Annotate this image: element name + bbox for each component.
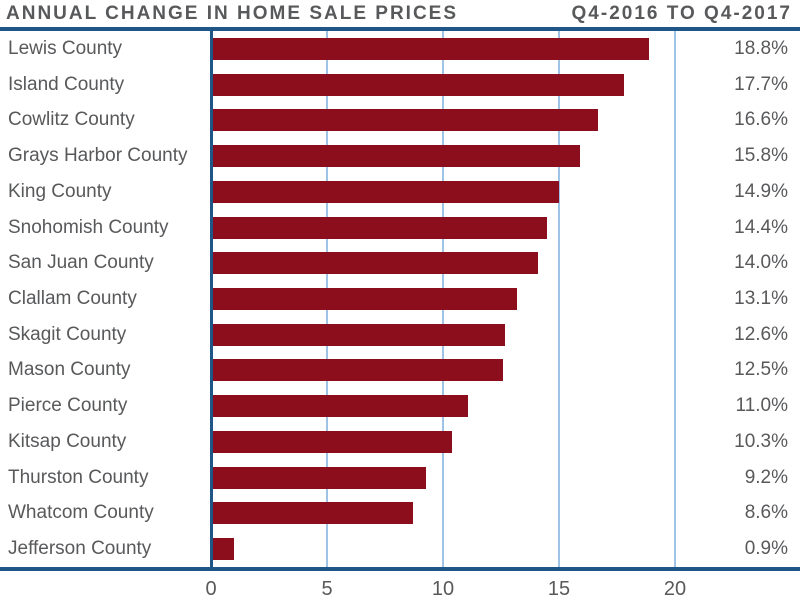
value-label: 14.4% <box>734 216 788 238</box>
bar-row: Pierce County 11.0% <box>0 388 800 424</box>
value-label: 17.7% <box>734 73 788 95</box>
bar-row: Cowlitz County 16.6% <box>0 102 800 138</box>
x-axis-line <box>0 567 800 571</box>
bar-row: Thurston County 9.2% <box>0 460 800 496</box>
x-tick-label: 0 <box>205 578 217 600</box>
gridline-20 <box>674 31 676 567</box>
x-tick-label: 10 <box>431 578 455 600</box>
x-tick-label: 15 <box>547 578 571 600</box>
value-bar <box>213 252 538 275</box>
county-label: Thurston County <box>8 466 149 488</box>
value-label: 12.5% <box>734 359 788 381</box>
county-label: Whatcom County <box>8 502 154 524</box>
value-bar <box>213 395 468 418</box>
x-tick-label: 20 <box>663 578 687 600</box>
gridline-15 <box>558 31 560 567</box>
bar-row: Lewis County 18.8% <box>0 31 800 67</box>
county-label: Snohomish County <box>8 216 169 238</box>
value-label: 9.2% <box>744 466 788 488</box>
bar-row: Jefferson County 0.9% <box>0 531 800 567</box>
x-axis-labels: 0 5 10 15 20 <box>0 571 800 609</box>
bar-row: Island County 17.7% <box>0 67 800 103</box>
value-bar <box>213 502 413 525</box>
value-bar <box>213 538 234 561</box>
chart-plot-area: Lewis County 18.8% Island County 17.7% Cowli… <box>0 31 800 567</box>
value-label: 12.6% <box>734 323 788 345</box>
header-divider-line <box>0 27 800 31</box>
county-label: King County <box>8 180 112 202</box>
bar-row: Snohomish County 14.4% <box>0 210 800 246</box>
bar-row: Clallam County 13.1% <box>0 281 800 317</box>
value-bar <box>213 37 649 60</box>
value-label: 10.3% <box>734 430 788 452</box>
chart-header: ANNUAL CHANGE IN HOME SALE PRICES Q4-201… <box>0 0 800 27</box>
county-label: Mason County <box>8 359 131 381</box>
value-bar <box>213 359 503 382</box>
value-label: 15.8% <box>734 145 788 167</box>
county-label: Kitsap County <box>8 430 127 452</box>
bar-row: Whatcom County 8.6% <box>0 496 800 532</box>
value-label: 14.9% <box>734 180 788 202</box>
value-label: 13.1% <box>734 288 788 309</box>
county-label: Clallam County <box>8 288 137 309</box>
bar-row: King County 14.9% <box>0 174 800 210</box>
county-label: Lewis County <box>8 37 123 59</box>
value-bar <box>213 216 547 239</box>
chart-rows: Lewis County 18.8% Island County 17.7% Cowli… <box>0 31 800 567</box>
bar-row: Skagit County 12.6% <box>0 317 800 353</box>
county-label: San Juan County <box>8 252 154 274</box>
bar-row: Mason County 12.5% <box>0 353 800 389</box>
value-label: 11.0% <box>735 395 788 417</box>
value-bar <box>213 323 505 346</box>
county-label: Cowlitz County <box>8 109 135 131</box>
county-label: Island County <box>8 73 125 95</box>
value-label: 0.9% <box>744 538 788 560</box>
chart-title: ANNUAL CHANGE IN HOME SALE PRICES <box>6 3 459 24</box>
bar-row: Kitsap County 10.3% <box>0 424 800 460</box>
county-label: Pierce County <box>8 395 128 417</box>
x-tick-label: 5 <box>321 578 333 600</box>
value-label: 16.6% <box>734 109 788 131</box>
value-bar <box>213 288 517 310</box>
value-bar <box>213 466 426 489</box>
bar-row: San Juan County 14.0% <box>0 245 800 281</box>
y-axis-line <box>210 31 213 567</box>
value-bar <box>213 430 452 453</box>
chart-period-label: Q4-2016 TO Q4-2017 <box>571 3 792 24</box>
value-bar <box>213 180 559 203</box>
value-label: 14.0% <box>734 252 788 274</box>
value-label: 18.8% <box>734 37 788 59</box>
county-label: Grays Harbor County <box>8 145 188 167</box>
value-bar <box>213 73 624 96</box>
value-label: 8.6% <box>744 502 788 524</box>
bar-row: Grays Harbor County 15.8% <box>0 138 800 174</box>
value-bar <box>213 109 598 132</box>
value-bar <box>213 145 580 168</box>
county-label: Jefferson County <box>8 538 152 560</box>
county-label: Skagit County <box>8 323 127 345</box>
